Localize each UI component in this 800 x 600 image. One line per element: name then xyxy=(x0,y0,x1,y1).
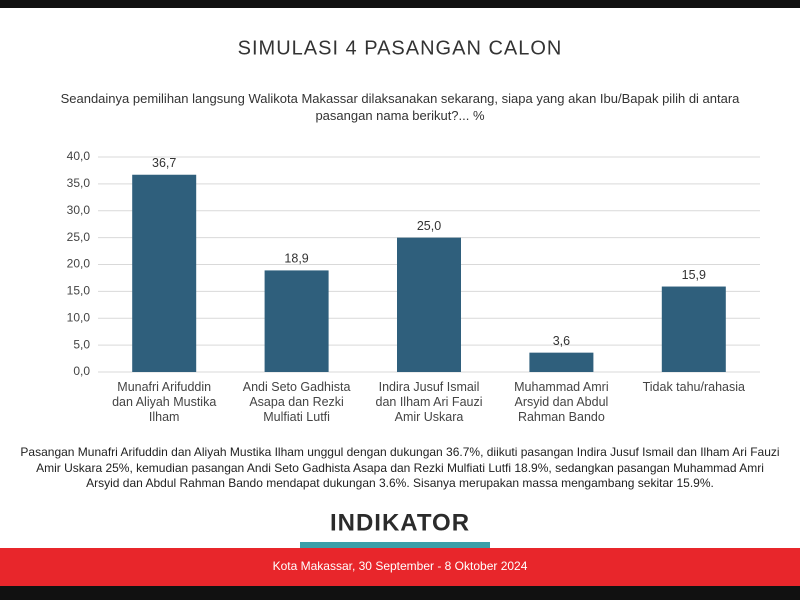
x-tick-label: Tidak tahu/rahasia xyxy=(642,380,745,394)
bar xyxy=(661,286,726,372)
y-tick-label: 15,0 xyxy=(67,284,91,298)
footer-text: Kota Makassar, 30 September - 8 Oktober … xyxy=(273,559,528,573)
x-tick-label: Muhammad Amri Arsyid dan Abdul Rahman Ba… xyxy=(514,380,609,424)
y-tick-label: 20,0 xyxy=(67,257,91,271)
value-label: 25,0 xyxy=(417,219,441,233)
y-tick-label: 35,0 xyxy=(67,176,91,190)
accent-bar xyxy=(300,542,490,548)
x-tick-label: Andi Seto Gadhista Asapa dan Rezki Mulfi… xyxy=(242,380,351,424)
y-tick-label: 40,0 xyxy=(67,149,91,163)
bottom-strip xyxy=(0,586,800,600)
value-label: 15,9 xyxy=(682,268,706,282)
summary-text: Pasangan Munafri Arifuddin dan Aliyah Mu… xyxy=(20,445,780,490)
y-tick-label: 30,0 xyxy=(67,203,91,217)
y-tick-label: 5,0 xyxy=(73,337,90,351)
y-tick-label: 25,0 xyxy=(67,230,91,244)
value-label: 36,7 xyxy=(152,156,176,170)
value-label: 18,9 xyxy=(284,252,308,266)
footer-band xyxy=(0,548,800,586)
y-tick-label: 10,0 xyxy=(67,310,91,324)
x-tick-label: Indira Jusuf Ismail dan Ilham Ari Fauzi … xyxy=(375,380,483,424)
bar xyxy=(397,237,461,372)
logo: INDIKATOR xyxy=(330,509,470,536)
chart-title: SIMULASI 4 PASANGAN CALON xyxy=(238,37,563,59)
bar xyxy=(264,270,329,372)
top-strip xyxy=(0,0,800,8)
y-tick-label: 0,0 xyxy=(73,364,90,378)
bar xyxy=(132,174,197,372)
chart-subtitle: Seandainya pemilihan langsung Walikota M… xyxy=(60,91,740,123)
x-tick-label: Munafri Arifuddin dan Aliyah Mustika Ilh… xyxy=(112,380,217,424)
bar xyxy=(529,352,594,372)
value-label: 3,6 xyxy=(553,334,570,348)
